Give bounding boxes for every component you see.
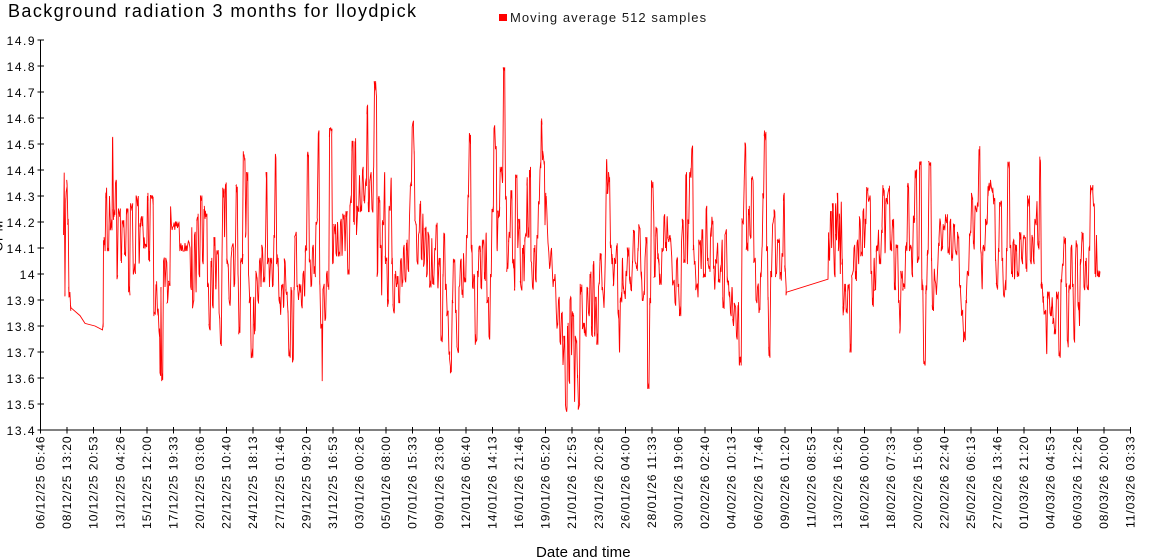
svg-text:04/03/26 04:53: 04/03/26 04:53 [1044, 436, 1058, 529]
svg-text:27/02/26 13:46: 27/02/26 13:46 [991, 436, 1005, 529]
svg-text:24/12/25 18:13: 24/12/25 18:13 [246, 436, 260, 529]
svg-text:17/12/25 19:33: 17/12/25 19:33 [166, 436, 180, 529]
svg-text:29/12/25 09:20: 29/12/25 09:20 [299, 436, 313, 529]
svg-text:13.6: 13.6 [7, 372, 36, 386]
svg-text:06/12/25 05:46: 06/12/25 05:46 [34, 436, 48, 529]
svg-text:26/01/26 04:00: 26/01/26 04:00 [618, 436, 632, 529]
svg-text:05/01/26 08:00: 05/01/26 08:00 [379, 436, 393, 529]
svg-text:11/03/26 03:33: 11/03/26 03:33 [1124, 436, 1138, 528]
svg-text:08/03/26 20:00: 08/03/26 20:00 [1097, 436, 1111, 529]
svg-text:14.5: 14.5 [7, 138, 36, 152]
svg-text:15/12/25 12:00: 15/12/25 12:00 [140, 436, 154, 529]
svg-text:13.9: 13.9 [7, 294, 36, 308]
svg-text:14.2: 14.2 [7, 216, 36, 230]
svg-text:14.9: 14.9 [7, 34, 36, 48]
svg-text:20/12/25 03:06: 20/12/25 03:06 [193, 436, 207, 529]
svg-text:16/02/26 00:00: 16/02/26 00:00 [858, 436, 872, 529]
svg-text:22/12/25 10:40: 22/12/25 10:40 [220, 436, 234, 529]
svg-text:30/01/26 19:06: 30/01/26 19:06 [672, 436, 686, 529]
svg-text:14.4: 14.4 [7, 164, 36, 178]
svg-text:18/02/26 07:33: 18/02/26 07:33 [884, 436, 898, 529]
svg-text:12/01/26 06:40: 12/01/26 06:40 [459, 436, 473, 529]
svg-text:13.8: 13.8 [7, 320, 36, 334]
svg-text:06/02/26 17:46: 06/02/26 17:46 [751, 436, 765, 529]
svg-text:23/01/26 20:26: 23/01/26 20:26 [592, 436, 606, 529]
svg-text:20/02/26 15:06: 20/02/26 15:06 [911, 436, 925, 529]
svg-text:09/01/26 23:06: 09/01/26 23:06 [432, 436, 446, 529]
svg-text:14: 14 [20, 268, 36, 282]
svg-text:21/01/26 12:53: 21/01/26 12:53 [565, 436, 579, 529]
svg-text:14/01/26 14:13: 14/01/26 14:13 [486, 436, 500, 529]
svg-text:02/02/26 02:40: 02/02/26 02:40 [698, 436, 712, 529]
svg-text:13.5: 13.5 [7, 398, 36, 412]
svg-text:22/02/26 22:40: 22/02/26 22:40 [937, 436, 951, 529]
svg-text:10/12/25 20:53: 10/12/25 20:53 [87, 436, 101, 529]
svg-text:13/02/26 16:26: 13/02/26 16:26 [831, 436, 845, 529]
svg-text:14.6: 14.6 [7, 112, 36, 126]
svg-text:11/02/26 08:53: 11/02/26 08:53 [805, 436, 819, 528]
svg-text:06/03/26 12:26: 06/03/26 12:26 [1070, 436, 1084, 529]
svg-text:31/12/25 16:53: 31/12/25 16:53 [326, 436, 340, 529]
svg-text:09/02/26 01:20: 09/02/26 01:20 [778, 436, 792, 529]
svg-text:08/12/25 13:20: 08/12/25 13:20 [60, 436, 74, 529]
svg-text:28/01/26 11:33: 28/01/26 11:33 [645, 436, 659, 528]
svg-text:19/01/26 05:20: 19/01/26 05:20 [539, 436, 553, 529]
svg-text:14.7: 14.7 [7, 86, 36, 100]
svg-text:13/12/25 04:26: 13/12/25 04:26 [113, 436, 127, 529]
svg-text:03/01/26 00:26: 03/01/26 00:26 [353, 436, 367, 529]
svg-text:27/12/25 01:46: 27/12/25 01:46 [273, 436, 287, 529]
svg-text:25/02/26 06:13: 25/02/26 06:13 [964, 436, 978, 529]
svg-text:04/02/26 10:13: 04/02/26 10:13 [725, 436, 739, 529]
svg-text:01/03/26 21:20: 01/03/26 21:20 [1017, 436, 1031, 529]
svg-text:13.4: 13.4 [7, 424, 36, 438]
svg-text:14.1: 14.1 [7, 242, 36, 256]
svg-text:07/01/26 15:33: 07/01/26 15:33 [406, 436, 420, 529]
svg-text:14.8: 14.8 [7, 60, 36, 74]
svg-text:13.7: 13.7 [7, 346, 36, 360]
svg-text:14.3: 14.3 [7, 190, 36, 204]
svg-text:16/01/26 21:46: 16/01/26 21:46 [512, 436, 526, 529]
